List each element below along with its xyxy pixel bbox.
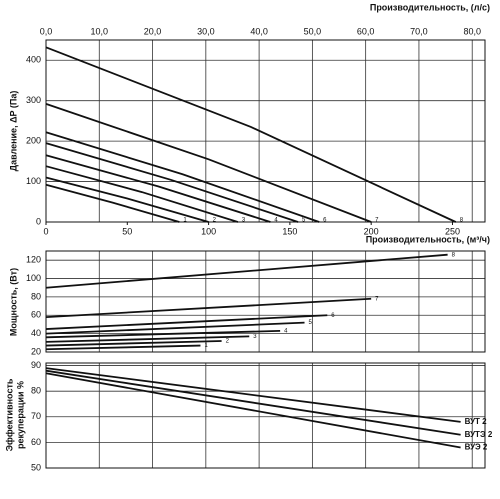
series-label: 4 bbox=[274, 218, 278, 224]
series-label: ВУТЭ 2 bbox=[465, 430, 493, 439]
y-tick-label: 40 bbox=[31, 328, 41, 338]
series-label: ВУТ 2 bbox=[465, 417, 488, 426]
line bbox=[45, 165, 239, 223]
y-tick-label: 90 bbox=[31, 360, 41, 370]
x-tick-label: 50 bbox=[122, 226, 132, 236]
line bbox=[45, 369, 461, 436]
x2-tick-label: 80,0 bbox=[463, 26, 481, 36]
x2-axis-title: Производительность, (л/с) bbox=[370, 2, 490, 12]
line bbox=[45, 183, 180, 223]
x-axis-title: Производительность, (м³/ч) bbox=[366, 234, 490, 244]
line bbox=[45, 103, 372, 223]
x2-tick-label: 60,0 bbox=[357, 26, 375, 36]
x-tick-label: 150 bbox=[282, 226, 297, 236]
line bbox=[45, 367, 461, 423]
series-label: 6 bbox=[331, 313, 335, 319]
y-tick-label: 400 bbox=[26, 55, 41, 65]
x2-tick-label: 10,0 bbox=[91, 26, 109, 36]
series-label: 7 bbox=[375, 296, 379, 302]
y-tick-label: 70 bbox=[31, 411, 41, 421]
line bbox=[45, 344, 201, 351]
series-label: 5 bbox=[309, 320, 313, 326]
x2-tick-label: 30,0 bbox=[197, 26, 215, 36]
y-tick-label: 200 bbox=[26, 135, 41, 145]
series-label: 6 bbox=[323, 218, 327, 224]
y-tick-label: 0 bbox=[36, 216, 41, 226]
series-label: 1 bbox=[204, 343, 208, 349]
line bbox=[45, 46, 457, 223]
y-tick-label: 100 bbox=[26, 176, 41, 186]
y-tick-label: 120 bbox=[26, 255, 41, 265]
series-label: 1 bbox=[183, 218, 187, 224]
plot-frame bbox=[45, 250, 486, 353]
line bbox=[45, 321, 305, 335]
line bbox=[45, 131, 320, 223]
line bbox=[45, 176, 209, 223]
series-label: ВУЭ 2 bbox=[465, 443, 488, 452]
line bbox=[45, 372, 461, 449]
line bbox=[45, 314, 328, 330]
y-tick-label: 60 bbox=[31, 437, 41, 447]
series-label: 8 bbox=[452, 252, 456, 258]
x-tick-label: 100 bbox=[201, 226, 216, 236]
y-tick-label: 60 bbox=[31, 310, 41, 320]
y-tick-label: 80 bbox=[31, 291, 41, 301]
plot-frame bbox=[45, 362, 486, 469]
x-tick-label: 250 bbox=[445, 226, 460, 236]
series-label: 8 bbox=[460, 218, 464, 224]
x2-tick-label: 70,0 bbox=[410, 26, 428, 36]
x2-tick-label: 20,0 bbox=[144, 26, 162, 36]
line bbox=[45, 253, 448, 289]
line bbox=[45, 340, 222, 347]
y-axis-title: Давление, ΔP (Па) bbox=[8, 91, 18, 172]
y-tick-label: 100 bbox=[26, 273, 41, 283]
series-label: 4 bbox=[284, 328, 288, 334]
line bbox=[45, 335, 250, 343]
line bbox=[45, 142, 299, 223]
line bbox=[45, 329, 281, 339]
x-tick-label: 0 bbox=[43, 226, 48, 236]
line bbox=[45, 154, 271, 223]
y-tick-label: 80 bbox=[31, 386, 41, 396]
series-label: 2 bbox=[213, 218, 217, 224]
y-tick-label: 50 bbox=[31, 462, 41, 472]
series-label: 3 bbox=[253, 334, 257, 340]
series-label: 2 bbox=[226, 339, 230, 345]
y-tick-label: 300 bbox=[26, 95, 41, 105]
x-tick-label: 200 bbox=[364, 226, 379, 236]
y-tick-label: 20 bbox=[31, 346, 41, 356]
x2-tick-label: 40,0 bbox=[250, 26, 268, 36]
series-label: 5 bbox=[302, 218, 306, 224]
line bbox=[45, 297, 372, 319]
y-axis-title: рекуперации % bbox=[15, 381, 25, 449]
series-label: 3 bbox=[242, 218, 246, 224]
series-label: 7 bbox=[375, 218, 379, 224]
plot-frame bbox=[45, 39, 486, 223]
x2-tick-label: 0,0 bbox=[40, 26, 53, 36]
y-axis-title: Эффективность bbox=[4, 378, 14, 451]
y-axis-title: Мощность, (Вт) bbox=[8, 268, 18, 336]
x2-tick-label: 50,0 bbox=[304, 26, 322, 36]
